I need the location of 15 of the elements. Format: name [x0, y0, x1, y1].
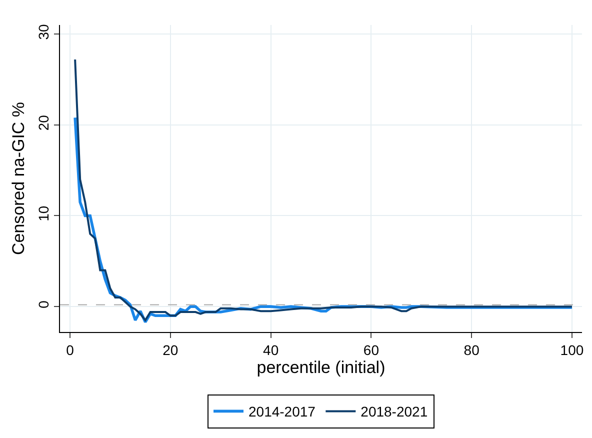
y-tick-label: 0	[35, 300, 52, 308]
x-tick-label: 100	[560, 342, 584, 358]
x-tick-label: 60	[363, 342, 380, 358]
y-axis-title: Censored na-GIC %	[8, 102, 28, 256]
y-tick-label: 10	[35, 206, 52, 222]
y-tick-label: 30	[35, 24, 52, 40]
x-tick-label: 80	[464, 342, 480, 358]
x-tick-label: 40	[263, 342, 279, 358]
line-series	[74, 58, 573, 322]
y-tick-label: 20	[35, 114, 52, 131]
legend-label: 2018-2021	[360, 404, 428, 420]
x-tick-label: 20	[162, 342, 178, 358]
legend-label: 2014-2017	[248, 404, 316, 420]
x-axis-title: percentile (initial)	[256, 358, 386, 378]
x-tick-label: 0	[66, 342, 74, 358]
